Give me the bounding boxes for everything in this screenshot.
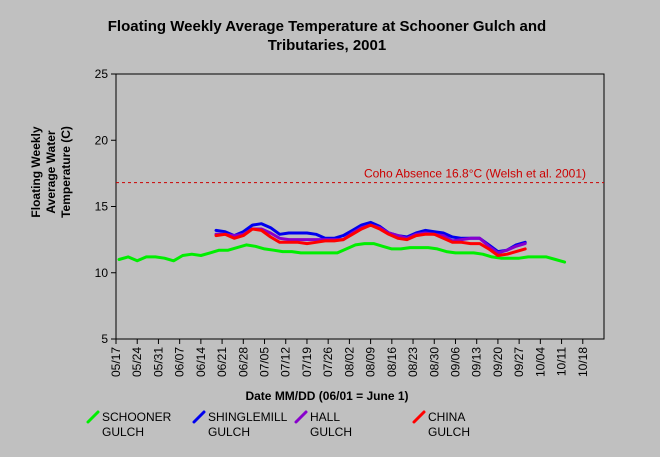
x-tick-label: 07/26: [321, 347, 335, 377]
x-tick-label: 05/24: [130, 347, 144, 377]
legend-swatch-shinglemill-gulch: [192, 410, 206, 424]
legend-label-china-gulch: CHINA GULCH: [428, 410, 470, 439]
y-axis-title-line-1: Floating Weekly: [29, 126, 43, 217]
series-line-china-gulch: [214, 223, 527, 257]
x-tick-label: 06/21: [215, 347, 229, 377]
x-tick-label: 08/02: [342, 347, 356, 377]
y-axis-title-line-3: Temperature (C): [59, 126, 73, 218]
x-tick-label: 06/28: [236, 347, 250, 377]
y-tick-label: 25: [95, 67, 109, 81]
y-tick-label: 10: [95, 266, 109, 280]
chart-title-line-2: Tributaries, 2001: [268, 37, 386, 54]
coho-absence-reference-label: Coho Absence 16.8°C (Welsh et al. 2001): [364, 167, 586, 181]
x-axis-title: Date MM/DD (06/01 = June 1): [245, 389, 408, 403]
chart-title-line-1: Floating Weekly Average Temperature at S…: [108, 18, 546, 35]
y-tick-label: 15: [95, 200, 109, 214]
y-tick-label: 5: [101, 332, 108, 346]
x-tick-label: 09/20: [491, 347, 505, 377]
legend-swatch-schooner-gulch: [86, 410, 100, 424]
legend: SCHOONER GULCH SHINGLEMILL GULCH HALL GULCH CH…: [86, 410, 470, 439]
x-tick-label: 08/16: [385, 347, 399, 377]
x-tick-label: 07/12: [279, 347, 293, 377]
x-tick-label: 10/04: [533, 347, 547, 377]
x-tick-label: 06/07: [173, 347, 187, 377]
x-tick-label: 08/23: [406, 347, 420, 377]
x-tick-label: 08/09: [364, 347, 378, 377]
x-tick-label: 09/27: [512, 347, 526, 377]
x-tick-label: 05/31: [151, 347, 165, 377]
x-tick-label: 10/18: [576, 347, 590, 377]
x-tick-label: 09/13: [470, 347, 484, 377]
x-tick-label: 06/14: [194, 347, 208, 377]
x-tick-label: 09/06: [448, 347, 462, 377]
x-tick-label: 07/05: [258, 347, 272, 377]
y-tick-label: 20: [95, 133, 109, 147]
legend-label-shinglemill-gulch: SHINGLEMILL GULCH: [208, 410, 288, 439]
legend-swatch-china-gulch: [412, 410, 426, 424]
y-axis-title-line-2: Average Water: [44, 130, 58, 213]
x-tick-label: 08/30: [427, 347, 441, 377]
legend-label-hall-gulch: HALL GULCH: [310, 410, 352, 439]
x-tick-label: 07/19: [300, 347, 314, 377]
legend-label-schooner-gulch: SCHOONER GULCH: [102, 410, 172, 439]
series-line-schooner-gulch: [117, 242, 567, 264]
plot-area: [115, 73, 605, 340]
x-tick-label: 05/17: [109, 347, 123, 377]
legend-swatch-hall-gulch: [294, 410, 308, 424]
x-tick-label: 10/11: [555, 347, 569, 376]
